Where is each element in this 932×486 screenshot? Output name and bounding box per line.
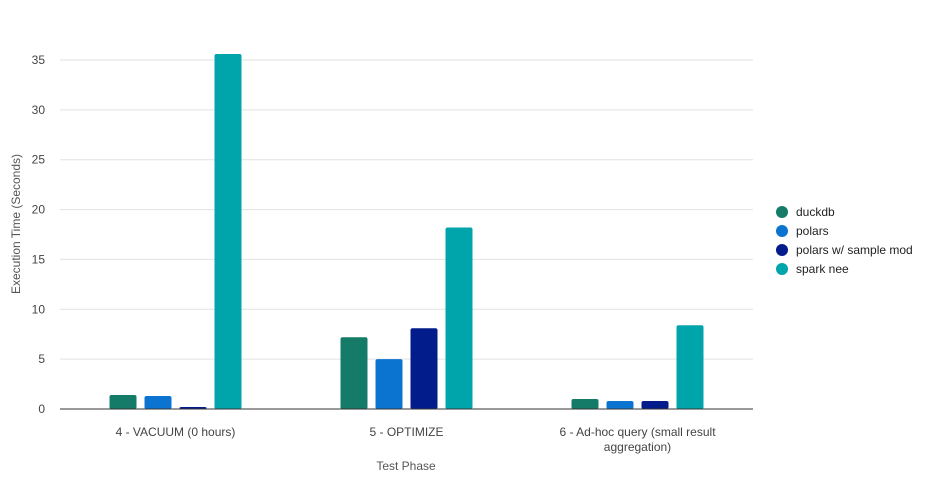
y-axis-ticks: 0 5 10 15 20 25 30 35: [32, 53, 46, 416]
x-axis-label: Test Phase: [376, 459, 436, 473]
bars: [109, 54, 704, 409]
bar-duckdb-3[interactable]: [571, 399, 599, 409]
legend-swatch: [776, 244, 788, 256]
y-tick-label: 5: [38, 352, 45, 366]
bar-spark-nee-3[interactable]: [676, 325, 704, 409]
bar-spark-nee-2[interactable]: [445, 227, 473, 409]
y-tick-label: 30: [32, 103, 46, 117]
x-tick-label: 5 - OPTIMIZE: [369, 425, 443, 439]
gridlines: [60, 59, 753, 360]
legend: duckdb polars polars w/ sample mod spark ne…: [776, 205, 913, 276]
y-tick-label: 35: [32, 53, 46, 67]
x-tick-label: 4 - VACUUM (0 hours): [116, 425, 236, 439]
bar-polars-w-sample-mod-3[interactable]: [641, 401, 669, 409]
x-axis-ticks: 4 - VACUUM (0 hours) 5 - OPTIMIZE 6 - Ad-h…: [116, 425, 717, 454]
bar-spark-nee-1[interactable]: [214, 54, 242, 409]
bar-duckdb-2[interactable]: [340, 337, 368, 409]
legend-swatch: [776, 225, 788, 237]
bar-duckdb-1[interactable]: [109, 395, 137, 409]
y-tick-label: 25: [32, 153, 46, 167]
y-tick-label: 20: [32, 203, 46, 217]
legend-label: polars w/ sample mod: [796, 243, 913, 257]
y-tick-label: 0: [38, 402, 45, 416]
x-tick-label: aggregation): [604, 440, 671, 454]
bar-polars-3[interactable]: [606, 401, 634, 409]
legend-swatch: [776, 263, 788, 275]
bar-polars-w-sample-mod-2[interactable]: [410, 328, 438, 409]
x-tick-label: 6 - Ad-hoc query (small result: [559, 425, 716, 439]
y-tick-label: 15: [32, 252, 46, 266]
y-axis-label: Execution Time (Seconds): [9, 154, 23, 294]
bar-polars-2[interactable]: [375, 359, 403, 409]
legend-label: duckdb: [796, 205, 835, 219]
y-tick-label: 10: [32, 302, 46, 316]
legend-label: polars: [796, 224, 829, 238]
legend-swatch: [776, 206, 788, 218]
bar-polars-1[interactable]: [144, 396, 172, 409]
legend-label: spark nee: [796, 262, 849, 276]
